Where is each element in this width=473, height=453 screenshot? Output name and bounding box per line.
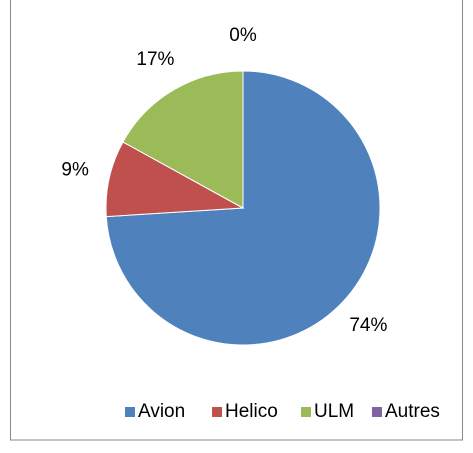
legend-marker [372, 407, 382, 417]
pie-slice [122, 70, 244, 209]
data-label: 0% [229, 25, 257, 46]
legend-label: Helico [225, 401, 278, 422]
data-label: 74% [349, 315, 387, 336]
legend-label: Autres [385, 401, 440, 422]
data-label: 17% [136, 49, 174, 70]
legend-marker [301, 407, 311, 417]
legend-label: Avion [138, 401, 185, 422]
data-label: 9% [61, 159, 89, 180]
legend-marker [212, 407, 222, 417]
legend-label: ULM [314, 401, 354, 422]
legend-marker [125, 407, 135, 417]
